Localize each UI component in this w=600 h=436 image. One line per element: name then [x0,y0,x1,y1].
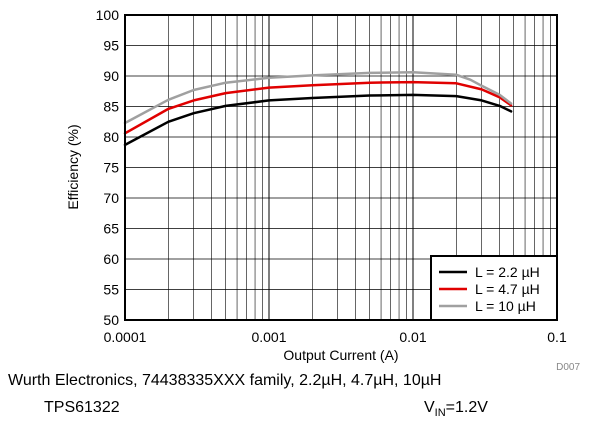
caption-components: Wurth Electronics, 74438335XXX family, 2… [8,372,442,389]
legend-label: L = 2.2 µH [475,264,540,280]
plot-frame [124,14,558,321]
x-axis-label: Output Current (A) [283,347,398,363]
x-tick-label: 0.1 [547,329,567,345]
series-line-1 [123,93,513,147]
figure-id: D007 [556,362,580,373]
x-tick-label: 0.01 [399,329,426,345]
y-tick-label: 50 [103,312,119,328]
y-tick-label: 85 [103,99,119,115]
legend: L = 2.2 µHL = 4.7 µHL = 10 µH [430,255,558,321]
caption-part-number: TPS61322 [44,399,120,416]
series-line-3 [123,71,513,125]
caption-input-voltage: VIN=1.2V [424,399,488,419]
y-tick-label: 90 [103,68,119,84]
y-tick-label: 70 [103,190,119,206]
series-lines [123,71,513,147]
y-tick-label: 65 [103,221,119,237]
tick-labels: 50 55 60 65 70 75 80 85 90 95 100 0.0001 0.001 0.01 0.… [96,7,567,345]
y-tick-label: 75 [103,160,119,176]
legend-label: L = 10 µH [475,298,536,314]
y-tick-label: 95 [103,38,119,54]
vin-value: =1.2V [445,399,488,416]
series-line-2 [123,80,513,135]
legend-label: L = 4.7 µH [475,281,540,297]
y-tick-label: 80 [103,129,119,145]
vin-subscript: IN [434,407,446,420]
y-axis-label: Efficiency (%) [65,124,81,209]
vin-symbol: V [424,399,435,416]
y-tick-label: 100 [96,7,120,23]
y-tick-label: 60 [103,251,119,267]
x-tick-label: 0.0001 [104,329,147,345]
y-tick-label: 55 [103,282,119,298]
x-tick-label: 0.001 [251,329,286,345]
